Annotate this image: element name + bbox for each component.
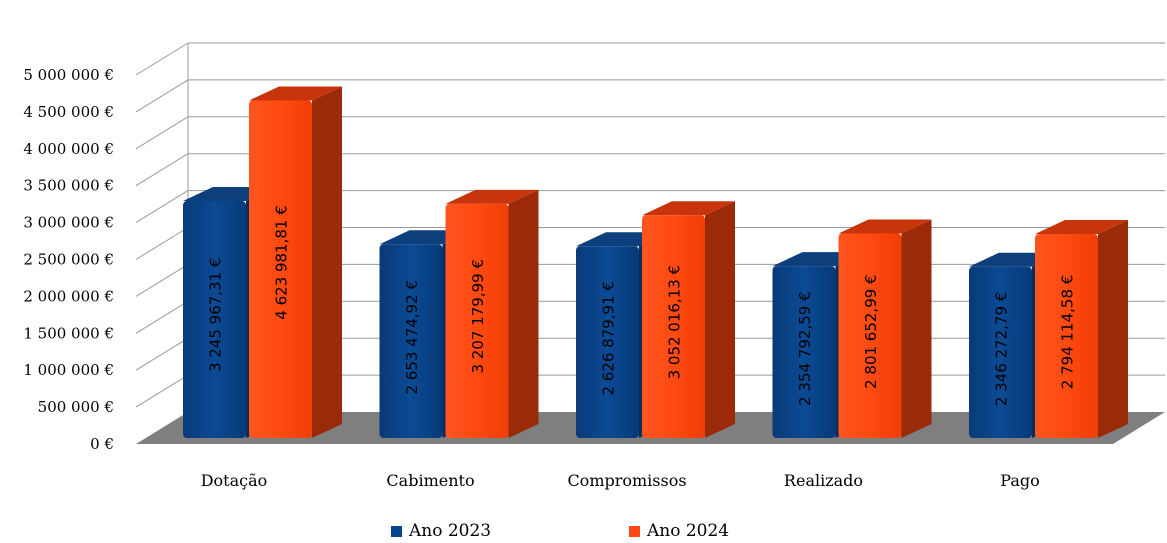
bar-top (642, 201, 735, 216)
x-tick-label: Dotação (201, 471, 268, 490)
y-tick-label: 5 000 000 € (23, 66, 114, 84)
data-label: 2 626 879,91 € (600, 281, 618, 396)
bar-side (508, 189, 539, 438)
bar-top (445, 189, 539, 204)
bar-ano-2024-dotação: 4 623 981,81 € (249, 86, 342, 438)
x-tick-label: Compromissos (567, 471, 686, 490)
gridline-side (135, 337, 189, 371)
gridline-side (135, 300, 189, 334)
data-label: 3 245 967,31 € (207, 258, 225, 373)
data-label: 2 801 652,99 € (862, 274, 880, 389)
bar-front (1035, 234, 1098, 438)
gridline-side (135, 190, 189, 224)
y-tick-label: 3 500 000 € (23, 177, 114, 195)
data-label: 2 346 272,79 € (993, 292, 1011, 407)
bars: 3 245 967,31 € 4 623 981,81 € 2 653 474,92… (183, 86, 1128, 438)
x-tick-label: Pago (1000, 471, 1039, 490)
data-label: 2 354 792,59 € (796, 291, 814, 406)
legend-item-ano-2024: Ano 2024 (629, 521, 729, 541)
legend-swatch-ano-2023 (391, 525, 402, 537)
bar-side (312, 86, 342, 438)
y-tick-label: 2 500 000 € (23, 251, 114, 269)
bar-side (705, 201, 735, 438)
gridline-side (135, 116, 189, 150)
gridline-side (135, 42, 189, 76)
data-label: 3 207 179,99 € (469, 259, 487, 374)
bar-ano-2024-compromissos: 3 052 016,13 € (642, 201, 735, 438)
data-label: 4 623 981,81 € (273, 205, 291, 320)
gridline-side (135, 79, 189, 113)
y-tick-label: 500 000 € (38, 398, 114, 416)
legend: Ano 2023 Ano 2024 (0, 521, 1167, 543)
bar-front (445, 203, 509, 438)
legend-item-ano-2023: Ano 2023 (391, 521, 491, 541)
gridline-side (135, 227, 189, 260)
bar-front (642, 215, 705, 438)
bar-front (379, 244, 443, 438)
bar-front (183, 201, 246, 438)
y-tick-label: 3 000 000 € (23, 214, 114, 232)
data-label: 2 794 114,58 € (1059, 275, 1077, 390)
bar-front (249, 100, 312, 438)
y-tick-label: 0 € (90, 435, 114, 453)
y-axis-ticks: 0 € 500 000 € 1 000 000 € 1 500 000 € 2 000 … (23, 66, 114, 453)
bar-top (1035, 220, 1128, 235)
bar-ano-2024-cabimento: 3 207 179,99 € (445, 189, 539, 438)
data-label: 2 653 474,92 € (403, 280, 421, 395)
gridline-side (135, 263, 189, 297)
legend-label-ano-2024: Ano 2024 (647, 521, 730, 541)
bar-front (838, 233, 902, 438)
bar-front (772, 266, 836, 438)
gridline-side (135, 153, 189, 187)
legend-label-ano-2023: Ano 2023 (409, 521, 492, 541)
x-axis-categories: Dotação Cabimento Compromissos Realizado Pag… (201, 471, 1040, 490)
x-tick-label: Cabimento (386, 471, 474, 490)
bar-ano-2024-realizado: 2 801 652,99 € (838, 219, 932, 438)
y-tick-label: 2 000 000 € (23, 287, 114, 305)
bar-ano-2024-pago: 2 794 114,58 € (1035, 220, 1128, 438)
bar-front (576, 246, 639, 438)
legend-swatch-ano-2024 (629, 525, 640, 537)
x-tick-label: Realizado (784, 471, 863, 490)
y-tick-label: 1 500 000 € (23, 324, 114, 342)
y-tick-label: 4 000 000 € (23, 140, 114, 158)
y-tick-label: 1 000 000 € (23, 361, 114, 379)
bar-top (249, 86, 342, 101)
bar-side (901, 219, 932, 438)
bar-side (1098, 220, 1128, 438)
bar-top (838, 219, 932, 234)
bar-front (969, 266, 1032, 438)
y-tick-label: 4 500 000 € (23, 103, 114, 121)
gridline-side (135, 374, 189, 408)
data-label: 3 052 016,13 € (666, 265, 684, 380)
